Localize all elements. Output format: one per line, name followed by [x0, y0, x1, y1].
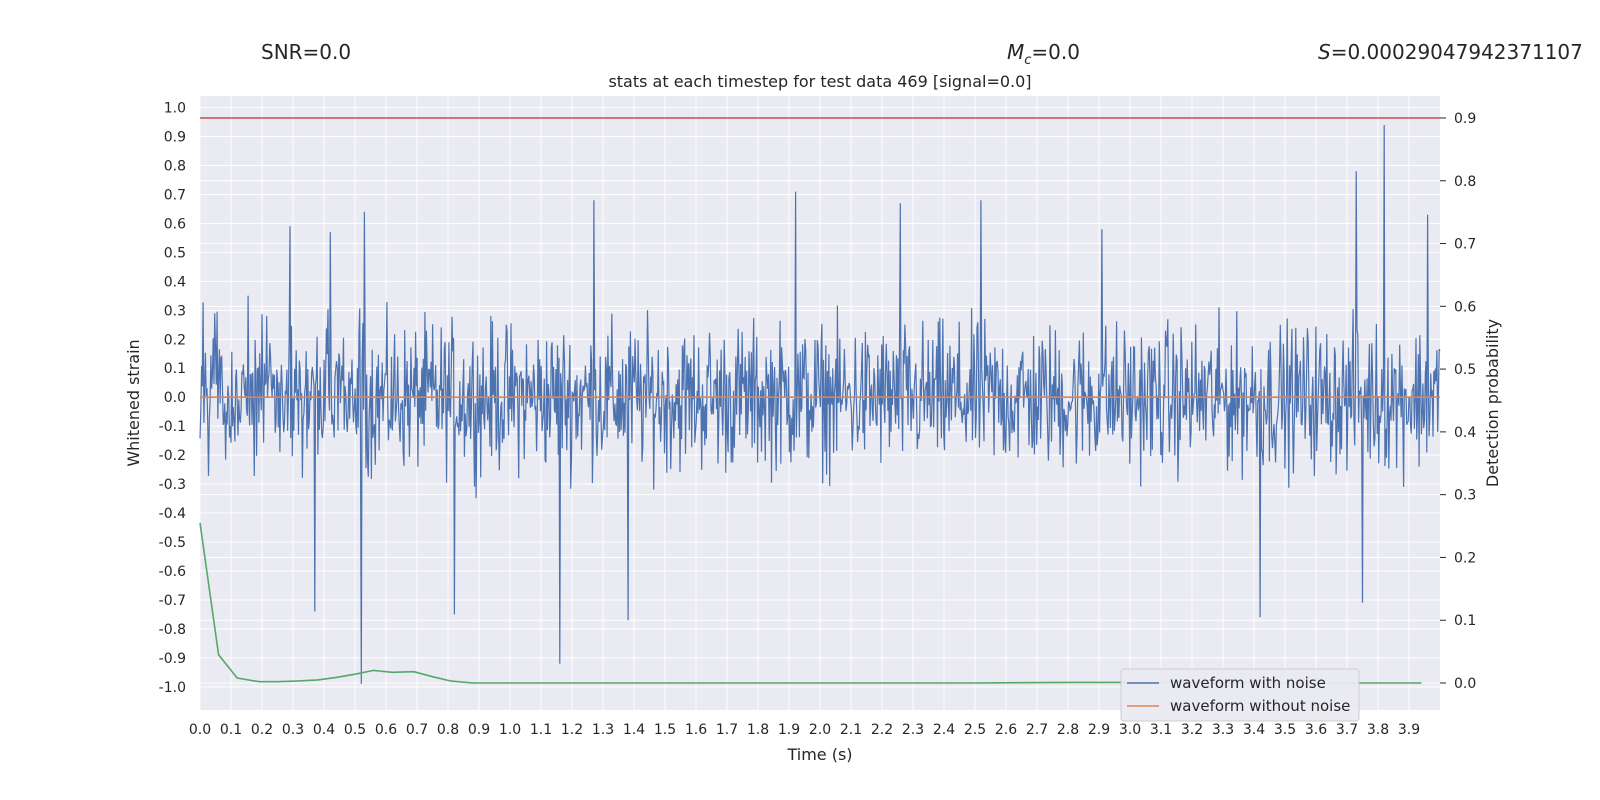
- x-tick-label: 3.3: [1212, 722, 1234, 738]
- x-tick-label: 0.8: [437, 722, 459, 738]
- x-tick-label: 3.0: [1119, 722, 1141, 738]
- y-tick-label: 0.7: [164, 187, 186, 203]
- x-tick-label: 2.4: [933, 722, 955, 738]
- y-tick-label: -0.9: [159, 651, 186, 667]
- chirp-mass-subscript: c: [1024, 53, 1032, 68]
- y2-tick-label: 0.1: [1454, 613, 1476, 629]
- y2-tick-label: 0.3: [1454, 488, 1476, 504]
- x-tick-label: 1.7: [716, 722, 738, 738]
- s-stat: S=0.00029047942371107: [1318, 40, 1583, 64]
- x-tick-label: 3.8: [1367, 722, 1389, 738]
- y2-axis-label: Detection probability: [1483, 319, 1502, 487]
- x-tick-label: 2.8: [1057, 722, 1079, 738]
- x-tick-label: 2.2: [871, 722, 893, 738]
- x-tick-label: 1.0: [499, 722, 521, 738]
- x-tick-label: 2.9: [1088, 722, 1110, 738]
- chart-title: stats at each timestep for test data 469…: [608, 72, 1031, 91]
- x-tick-label: 2.6: [995, 722, 1017, 738]
- y-tick-label: -0.6: [159, 564, 186, 580]
- x-tick-label: 0.2: [251, 722, 273, 738]
- y2-tick-label: 0.7: [1454, 237, 1476, 253]
- x-tick-label: 1.1: [530, 722, 552, 738]
- y2-tick-label: 0.2: [1454, 550, 1476, 566]
- y-tick-label: -0.2: [159, 448, 186, 464]
- x-tick-label: 0.3: [282, 722, 304, 738]
- legend: waveform with noise waveform without noi…: [1120, 668, 1360, 722]
- y-tick-label: 0.9: [164, 130, 186, 146]
- s-value: =0.00029047942371107: [1330, 40, 1583, 64]
- chirp-mass-stat: Mc=0.0: [1007, 40, 1080, 68]
- y2-tick-label: 0.6: [1454, 299, 1476, 315]
- x-tick-label: 3.2: [1181, 722, 1203, 738]
- ticks: 0.0 0.1 0.2 0.3 0.4 0.5 0.6 0.7 0.8 0.9 1.0 1.1 1.2 1…: [159, 101, 1477, 738]
- x-tick-label: 2.5: [964, 722, 986, 738]
- y2-tick-label: 0.5: [1454, 362, 1476, 378]
- y-tick-label: 0.2: [164, 332, 186, 348]
- x-tick-label: 1.8: [747, 722, 769, 738]
- legend-label-clean: waveform without noise: [1170, 697, 1350, 715]
- chirp-mass-symbol: M: [1007, 40, 1025, 64]
- legend-box: [1120, 668, 1360, 722]
- x-tick-label: 3.1: [1150, 722, 1172, 738]
- y2-tick-label: 0.8: [1454, 174, 1476, 190]
- detection-probability-line: [199, 522, 1422, 684]
- s-symbol: S: [1318, 40, 1331, 64]
- x-tick-label: 0.6: [375, 722, 397, 738]
- y-tick-label: -0.1: [159, 419, 186, 435]
- x-tick-label: 1.3: [592, 722, 614, 738]
- x-tick-label: 1.9: [778, 722, 800, 738]
- x-tick-label: 3.6: [1305, 722, 1327, 738]
- y2-tick-label: 0.4: [1454, 425, 1476, 441]
- series-waveform-with-noise: [199, 124, 1441, 684]
- y-tick-label: 0.0: [164, 390, 186, 406]
- x-tick-label: 3.7: [1336, 722, 1358, 738]
- snr-stat: SNR=0.0: [261, 40, 351, 64]
- y-tick-label: -0.4: [159, 506, 186, 522]
- snr-text: SNR=0.0: [261, 40, 352, 64]
- x-tick-label: 1.5: [654, 722, 676, 738]
- legend-label-noise: waveform with noise: [1170, 674, 1326, 692]
- grid: [199, 96, 1440, 710]
- y2-tick-label: 0.9: [1454, 111, 1476, 127]
- y-tick-label: -0.8: [159, 622, 186, 638]
- y-tick-label: -0.5: [159, 535, 186, 551]
- x-tick-label: 0.9: [468, 722, 490, 738]
- x-tick-label: 2.0: [809, 722, 831, 738]
- x-tick-label: 0.5: [344, 722, 366, 738]
- x-tick-label: 0.0: [189, 722, 211, 738]
- y-tick-label: 0.3: [164, 303, 186, 319]
- x-tick-label: 2.7: [1026, 722, 1048, 738]
- y-tick-label: 1.0: [164, 101, 186, 117]
- y-tick-label: -0.3: [159, 477, 186, 493]
- y-tick-label: 0.8: [164, 159, 186, 175]
- x-tick-label: 3.5: [1274, 722, 1296, 738]
- y-tick-label: -0.7: [159, 593, 186, 609]
- y-tick-label: 0.1: [164, 361, 186, 377]
- waveform-with-noise-line: [199, 124, 1441, 684]
- y-tick-label: 0.4: [164, 274, 186, 290]
- x-tick-label: 2.3: [902, 722, 924, 738]
- y2-tick-label: 0.0: [1454, 676, 1476, 692]
- x-tick-label: 3.9: [1398, 722, 1420, 738]
- x-tick-label: 1.4: [623, 722, 645, 738]
- chirp-mass-value: =0.0: [1031, 40, 1080, 64]
- x-tick-label: 1.2: [561, 722, 583, 738]
- x-tick-label: 3.4: [1243, 722, 1265, 738]
- x-tick-label: 0.4: [313, 722, 335, 738]
- x-tick-label: 0.7: [406, 722, 428, 738]
- x-tick-label: 1.6: [685, 722, 707, 738]
- x-tick-label: 0.1: [220, 722, 242, 738]
- series-lines: [199, 117, 1440, 684]
- x-axis-label: Time (s): [786, 745, 852, 764]
- y-tick-label: -1.0: [159, 680, 186, 696]
- x-tick-label: 2.1: [840, 722, 862, 738]
- y-tick-label: 0.6: [164, 216, 186, 232]
- y-tick-label: 0.5: [164, 245, 186, 261]
- y-axis-label: Whitened strain: [124, 339, 143, 466]
